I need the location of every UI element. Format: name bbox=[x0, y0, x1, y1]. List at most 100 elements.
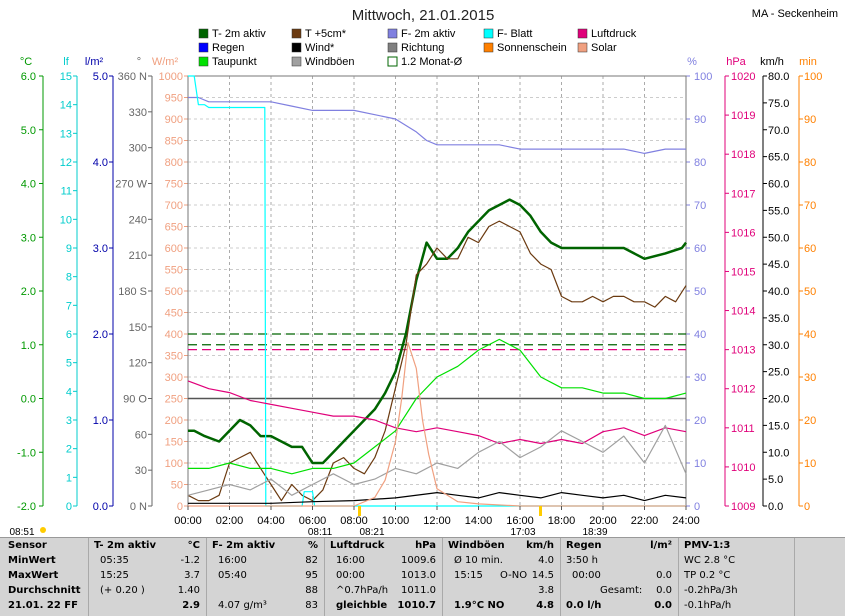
stats-pmv-windchill: WC 2.8 °C bbox=[684, 555, 736, 566]
axis-tick-label-leaf: 13 bbox=[60, 128, 72, 140]
axis-tick-label-dir: 120 bbox=[129, 358, 147, 370]
moon-icon bbox=[40, 527, 46, 533]
axis-tick-label-solar: 400 bbox=[165, 329, 183, 341]
axis-tick-label-solar: 500 bbox=[165, 286, 183, 298]
stats-label-sensor: Sensor bbox=[8, 540, 47, 551]
stats-gust-min: 4.0 bbox=[538, 555, 554, 566]
axis-tick-label-pressure: 1010 bbox=[731, 462, 755, 474]
legend-swatch bbox=[291, 56, 302, 67]
legend-swatch bbox=[387, 28, 398, 39]
axis-tick-label-wind: 80.0 bbox=[768, 71, 789, 83]
stats-rain-max: 0.0 bbox=[656, 570, 672, 581]
axis-tick-label-dir: 360 N bbox=[118, 71, 147, 83]
axis-tick-label-wind: 60.0 bbox=[768, 179, 789, 191]
series-wind- bbox=[188, 492, 687, 504]
stats-pressure-max-time: 00:00 bbox=[336, 570, 365, 581]
axis-tick-label-wind: 65.0 bbox=[768, 152, 789, 164]
stats-gust-avg: 3.8 bbox=[538, 585, 554, 596]
stats-gust-date: 4.8 bbox=[536, 600, 554, 611]
axis-tick-label-solar: 350 bbox=[165, 351, 183, 363]
legend-swatch bbox=[387, 42, 398, 53]
axis-tick-label-leaf: 8 bbox=[66, 272, 72, 284]
axis-tick-label-wind: 0.0 bbox=[768, 501, 783, 513]
axis-tick-label-humid: 60 bbox=[694, 243, 706, 255]
axis-tick-label-sun: 20 bbox=[804, 415, 816, 427]
axis-tick-label-solar: 700 bbox=[165, 200, 183, 212]
axis-tick-label-wind: 10.0 bbox=[768, 447, 789, 459]
axis-unit-solar: W/m² bbox=[152, 56, 179, 68]
stats-humid-max-time: 05:40 bbox=[218, 570, 247, 581]
stats-pressure-tendency: gleichble bbox=[336, 600, 388, 611]
stats-rain-unit: l/m² bbox=[650, 540, 672, 551]
axis-tick-label-sun: 10 bbox=[804, 458, 816, 470]
x-tick-label: 02:00 bbox=[216, 515, 244, 527]
stats-temp-min-time: 05:35 bbox=[100, 555, 129, 566]
stats-humid-date: 83 bbox=[305, 600, 318, 611]
legend-label: F- Blatt bbox=[497, 28, 532, 40]
axis-tick-label-wind: 20.0 bbox=[768, 394, 789, 406]
stats-label-min: MinWert bbox=[8, 555, 56, 566]
series-f-blatt bbox=[188, 75, 686, 507]
stats-temp-max-time: 15:25 bbox=[100, 570, 129, 581]
stats-pmv-trend3h: -0.2hPa/3h bbox=[684, 585, 738, 596]
axis-tick-label-solar: 550 bbox=[165, 265, 183, 277]
axis-tick-label-wind: 55.0 bbox=[768, 205, 789, 217]
sunrise-label: 08:11 bbox=[308, 527, 333, 537]
axis-tick-label-leaf: 10 bbox=[60, 214, 72, 226]
axis-tick-label-temp: -2.0 bbox=[17, 501, 36, 513]
stats-humid-column: F- 2m aktiv% 16:00 82 05:40 95 88 4.07 g/m… bbox=[206, 538, 325, 616]
legend-label: Luftdruck bbox=[591, 28, 637, 40]
axis-tick-label-humid: 70 bbox=[694, 200, 706, 212]
axis-tick-label-sun: 80 bbox=[804, 157, 816, 169]
axis-tick-label-solar: 50 bbox=[171, 480, 183, 492]
x-tick-label: 12:00 bbox=[423, 515, 451, 527]
legend-swatch bbox=[198, 28, 209, 39]
legend-label: F- 2m aktiv bbox=[401, 28, 456, 40]
stats-humid-header: F- 2m aktiv bbox=[212, 540, 276, 551]
axis-tick-label-rain: 2.0 bbox=[93, 329, 108, 341]
stats-humid-min: 82 bbox=[305, 555, 318, 566]
series-t-5cm- bbox=[187, 220, 687, 502]
x-tick-label: 10:00 bbox=[382, 515, 410, 527]
stats-rain-header: Regen bbox=[566, 540, 602, 551]
axis-unit-leaf: lf bbox=[63, 56, 69, 68]
stats-pressure-date: 1010.7 bbox=[397, 600, 436, 611]
axis-tick-label-pressure: 1013 bbox=[731, 345, 755, 357]
axis-tick-label-wind: 35.0 bbox=[768, 313, 789, 325]
axis-tick-label-dir: 60 bbox=[135, 429, 147, 441]
axis-tick-label-temp: 0.0 bbox=[21, 394, 36, 406]
legend-label: Richtung bbox=[401, 42, 444, 54]
axis-tick-label-solar: 150 bbox=[165, 437, 183, 449]
axis-tick-label-sun: 0 bbox=[804, 501, 810, 513]
axis-tick-label-wind: 40.0 bbox=[768, 286, 789, 298]
axis-tick-label-solar: 450 bbox=[165, 308, 183, 320]
sunrise-icon bbox=[358, 506, 361, 516]
axis-tick-label-pressure: 1017 bbox=[731, 188, 755, 200]
series-luftdruck bbox=[187, 380, 687, 445]
axis-tick-label-dir: 300 bbox=[129, 143, 147, 155]
axis-tick-label-leaf: 15 bbox=[60, 71, 72, 83]
axis-tick-label-wind: 50.0 bbox=[768, 232, 789, 244]
axis-tick-label-sun: 50 bbox=[804, 286, 816, 298]
axis-tick-label-temp: 3.0 bbox=[21, 232, 36, 244]
axis-tick-label-rain: 5.0 bbox=[93, 71, 108, 83]
axis-tick-label-rain: 0.0 bbox=[93, 501, 108, 513]
legend-swatch bbox=[483, 28, 494, 39]
axis-tick-label-sun: 90 bbox=[804, 114, 816, 126]
legend-swatch bbox=[198, 56, 209, 67]
stats-gust-avg-label: Ø 10 min. bbox=[454, 555, 503, 566]
legend-label: Solar bbox=[591, 42, 617, 54]
x-tick-label: 20:00 bbox=[589, 515, 617, 527]
stats-rain-max-time: 00:00 bbox=[572, 570, 601, 581]
axis-tick-label-dir: 30 bbox=[135, 465, 147, 477]
legend-label: Taupunkt bbox=[212, 56, 257, 68]
stats-rain-date: 0.0 bbox=[654, 600, 672, 611]
legend-label: Sonnenschein bbox=[497, 42, 567, 54]
series-f-2m-aktiv bbox=[188, 96, 686, 154]
axis-tick-label-solar: 0 bbox=[177, 501, 183, 513]
axis-tick-label-solar: 650 bbox=[165, 222, 183, 234]
sunset-label: 18:39 bbox=[582, 527, 607, 537]
axis-tick-label-sun: 40 bbox=[804, 329, 816, 341]
stats-gust-header: Windböen bbox=[448, 540, 505, 551]
legend-label: T- 2m aktiv bbox=[212, 28, 266, 40]
